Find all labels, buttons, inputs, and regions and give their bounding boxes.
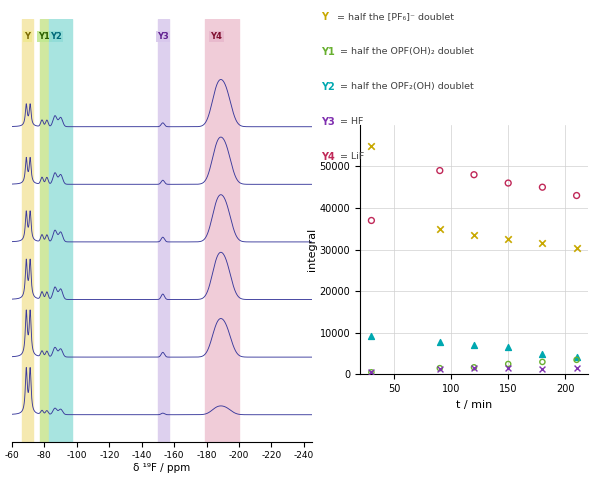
Point: [503, 360, 513, 368]
Point: [538, 358, 547, 366]
Point: [367, 142, 376, 149]
Text: Y1: Y1: [38, 32, 50, 41]
Text: Y3: Y3: [321, 117, 335, 127]
Point: [538, 183, 547, 191]
Point: [435, 338, 445, 346]
Text: = HF: = HF: [337, 117, 364, 126]
Point: [435, 364, 445, 372]
Point: [367, 216, 376, 224]
Point: [572, 356, 581, 364]
Bar: [158, 19, 169, 442]
Point: [469, 341, 479, 349]
Text: Y1: Y1: [321, 47, 335, 57]
Point: [572, 353, 581, 361]
Y-axis label: integral: integral: [307, 228, 317, 271]
Text: Y4: Y4: [211, 32, 222, 41]
Bar: [49, 19, 72, 442]
Text: Y2: Y2: [50, 32, 62, 41]
Point: [367, 332, 376, 340]
Text: Y2: Y2: [321, 82, 335, 92]
Point: [469, 231, 479, 239]
Bar: [40, 19, 49, 442]
Bar: [205, 19, 239, 442]
X-axis label: t / min: t / min: [456, 400, 492, 409]
Point: [435, 366, 445, 373]
Point: [538, 365, 547, 372]
Point: [435, 167, 445, 174]
Point: [367, 369, 376, 376]
Point: [572, 244, 581, 252]
Text: = half the OPF₂(OH) doublet: = half the OPF₂(OH) doublet: [337, 82, 474, 91]
Point: [469, 364, 479, 372]
Point: [435, 225, 445, 233]
Point: [538, 240, 547, 247]
Text: Y3: Y3: [157, 32, 169, 41]
Point: [469, 171, 479, 179]
Text: Y: Y: [321, 12, 328, 22]
Text: = half the OPF(OH)₂ doublet: = half the OPF(OH)₂ doublet: [337, 47, 474, 56]
Point: [469, 363, 479, 371]
Point: [538, 350, 547, 358]
Point: [367, 368, 376, 376]
Point: [503, 179, 513, 187]
Point: [503, 344, 513, 351]
Point: [572, 364, 581, 372]
Text: = half the [PF₆]⁻ doublet: = half the [PF₆]⁻ doublet: [334, 12, 454, 21]
Text: Y: Y: [25, 32, 31, 41]
Point: [572, 192, 581, 199]
Text: = LiF: = LiF: [337, 152, 364, 161]
Text: Y4: Y4: [321, 152, 335, 162]
X-axis label: δ ¹⁹F / ppm: δ ¹⁹F / ppm: [133, 463, 191, 473]
Point: [503, 235, 513, 243]
Point: [503, 364, 513, 372]
Bar: [22, 19, 33, 442]
